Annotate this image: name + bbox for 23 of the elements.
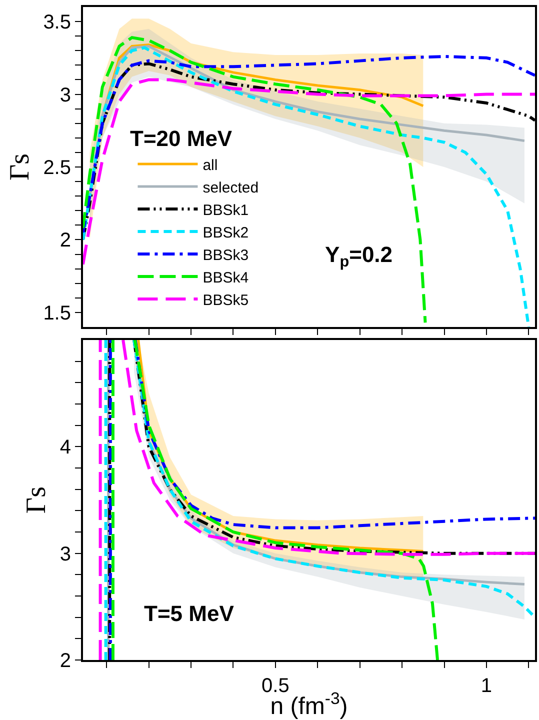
line-series <box>83 36 427 324</box>
legend-label: BBSk3 <box>202 246 249 264</box>
y-tick-label: 1.5 <box>43 302 71 324</box>
annotation: Y$_{p}$=0.2 <box>325 242 393 271</box>
legend-label: BBSk4 <box>202 269 249 286</box>
legend-label: selected <box>202 179 259 196</box>
x-tick-label: 1 <box>480 675 492 697</box>
legend-label: BBSk2 <box>202 224 249 242</box>
y-axis-title: Γs <box>21 486 52 514</box>
y-tick-label: 2.5 <box>43 156 71 179</box>
y-tick-label: 2 <box>60 230 71 252</box>
annotation: T=20 MeV <box>130 126 232 151</box>
y-tick-label: 2 <box>60 650 71 672</box>
line-series <box>83 46 530 327</box>
y-tick-label: 3 <box>60 543 71 566</box>
y-tick-label: 4 <box>60 436 71 459</box>
legend-label: all <box>202 156 218 174</box>
annotation: T=5 MeV <box>144 601 234 626</box>
y-tick-label: 3 <box>60 84 71 106</box>
legend-label: BBSk1 <box>202 202 249 219</box>
y-tick-label: 3.5 <box>43 12 71 34</box>
legend-label: BBSk5 <box>202 292 249 309</box>
y-axis-title: Γs <box>4 153 36 181</box>
